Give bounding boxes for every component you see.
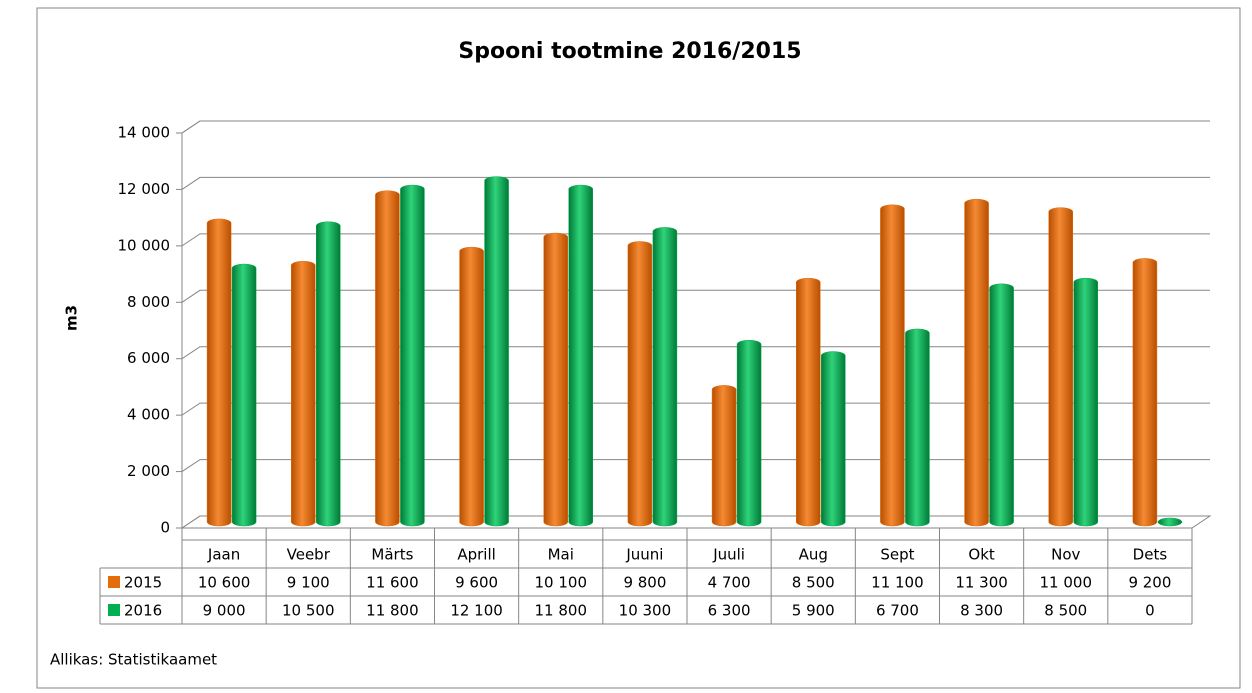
table-value: 12 100 bbox=[450, 602, 503, 620]
x-tick-label: Mai bbox=[548, 546, 574, 564]
bar bbox=[652, 227, 678, 527]
table-value: 8 500 bbox=[1044, 602, 1087, 620]
legend-swatch bbox=[108, 604, 120, 616]
legend-label: 2015 bbox=[124, 574, 162, 592]
bar bbox=[375, 190, 400, 527]
table-value: 8 500 bbox=[792, 574, 835, 592]
bar bbox=[316, 221, 341, 527]
grid-line bbox=[181, 120, 1210, 134]
table-value: 5 900 bbox=[792, 602, 835, 620]
bar bbox=[796, 277, 821, 527]
x-tick-label: Aug bbox=[799, 546, 828, 564]
y-tick-label: 0 bbox=[160, 519, 170, 537]
bar bbox=[459, 246, 484, 527]
bar bbox=[543, 232, 568, 527]
bar bbox=[206, 218, 232, 527]
table-value: 11 800 bbox=[366, 602, 419, 620]
x-tick-label: Juuni bbox=[625, 546, 663, 564]
table-value: 0 bbox=[1145, 602, 1155, 620]
y-tick-label: 12 000 bbox=[118, 180, 171, 198]
table-value: 10 600 bbox=[198, 574, 251, 592]
grid-line bbox=[181, 515, 1210, 529]
table-value: 9 100 bbox=[287, 574, 330, 592]
y-tick-label: 2 000 bbox=[127, 462, 170, 480]
grid-line bbox=[181, 459, 1210, 472]
bar bbox=[231, 263, 257, 527]
table-value: 11 100 bbox=[871, 574, 924, 592]
grid-line bbox=[181, 289, 1210, 303]
bar bbox=[291, 261, 316, 527]
x-tick-label: Sept bbox=[880, 546, 914, 564]
y-tick-label: 14 000 bbox=[118, 124, 171, 142]
bar bbox=[821, 351, 846, 527]
table-value: 9 800 bbox=[623, 574, 666, 592]
bar bbox=[736, 340, 762, 527]
x-tick-label: Nov bbox=[1051, 546, 1080, 564]
y-axis-label: m3 bbox=[63, 305, 81, 331]
x-tick-label: Juuli bbox=[712, 546, 745, 564]
table-value: 9 000 bbox=[203, 602, 246, 620]
table-value: 9 600 bbox=[455, 574, 498, 592]
table-value: 11 800 bbox=[535, 602, 588, 620]
bar bbox=[1073, 277, 1098, 527]
x-tick-label: Aprill bbox=[457, 546, 495, 564]
table-value: 6 300 bbox=[708, 602, 751, 620]
table-value: 6 700 bbox=[876, 602, 919, 620]
table-value: 8 300 bbox=[960, 602, 1003, 620]
bar bbox=[905, 328, 930, 527]
table-value: 10 300 bbox=[619, 602, 672, 620]
table-value: 11 600 bbox=[366, 574, 419, 592]
bar bbox=[627, 241, 653, 527]
chart-title: Spooni tootmine 2016/2015 bbox=[458, 39, 801, 64]
y-tick-label: 8 000 bbox=[127, 293, 170, 311]
bar bbox=[1157, 517, 1183, 527]
y-tick-label: 4 000 bbox=[127, 406, 170, 424]
x-tick-label: Dets bbox=[1133, 546, 1168, 564]
source-note: Allikas: Statistikaamet bbox=[50, 651, 217, 669]
table-value: 10 100 bbox=[535, 574, 588, 592]
bar bbox=[400, 184, 425, 527]
table-value: 11 300 bbox=[955, 574, 1008, 592]
table-value: 4 700 bbox=[708, 574, 751, 592]
x-tick-label: Märts bbox=[371, 546, 413, 564]
bar bbox=[1048, 207, 1073, 527]
x-tick-label: Jaan bbox=[207, 546, 240, 564]
legend-label: 2016 bbox=[124, 602, 162, 620]
bar bbox=[880, 204, 905, 527]
bar bbox=[568, 184, 593, 527]
grid-line bbox=[181, 402, 1210, 416]
bar bbox=[989, 283, 1014, 527]
y-tick-label: 6 000 bbox=[127, 349, 170, 367]
bar bbox=[964, 198, 989, 527]
y-tick-label: 10 000 bbox=[118, 236, 171, 254]
table-value: 10 500 bbox=[282, 602, 335, 620]
bar bbox=[484, 176, 509, 527]
x-tick-label: Veebr bbox=[287, 546, 331, 564]
grid-line bbox=[181, 176, 1210, 190]
x-tick-label: Okt bbox=[968, 546, 994, 564]
legend-swatch bbox=[108, 576, 120, 588]
grid-line bbox=[181, 346, 1210, 360]
table-value: 11 000 bbox=[1040, 574, 1093, 592]
table-value: 9 200 bbox=[1128, 574, 1171, 592]
grid-line bbox=[181, 233, 1210, 247]
bar bbox=[711, 385, 737, 527]
bar bbox=[1132, 258, 1158, 527]
